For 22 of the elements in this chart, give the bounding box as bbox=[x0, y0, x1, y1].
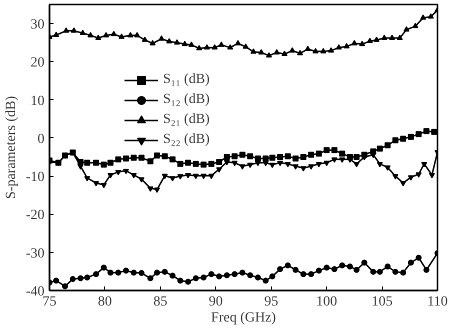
legend-label: S₁₂ (dB) bbox=[163, 92, 210, 108]
y-tick-label: 0 bbox=[38, 132, 44, 147]
x-tick-label: 95 bbox=[264, 294, 278, 310]
x-tick-label: 80 bbox=[98, 294, 112, 310]
x-tick-label: 85 bbox=[153, 294, 168, 310]
y-axis-title: S-parameters (dB) bbox=[4, 96, 19, 200]
x-tick-label: 105 bbox=[372, 294, 393, 310]
legend-label: S₂₂ (dB) bbox=[163, 132, 210, 148]
y-tick-label: -10 bbox=[26, 170, 45, 186]
x-tick-label: 100 bbox=[316, 294, 338, 310]
y-tick-label: -40 bbox=[26, 284, 45, 300]
x-tick-label: 75 bbox=[42, 294, 56, 310]
y-tick-label: 30 bbox=[30, 18, 44, 33]
legend-label: S₁₁ (dB) bbox=[163, 72, 210, 88]
x-tick-label: 110 bbox=[427, 294, 448, 310]
y-tick-label: 20 bbox=[30, 56, 44, 71]
x-tick-label: 90 bbox=[208, 294, 223, 310]
x-axis-title: Freq (GHz) bbox=[211, 310, 276, 326]
y-tick-label: 10 bbox=[30, 94, 44, 109]
legend-label: S₂₁ (dB) bbox=[163, 112, 210, 128]
y-tick-label: -20 bbox=[26, 208, 45, 224]
y-tick-label: -30 bbox=[26, 246, 45, 262]
